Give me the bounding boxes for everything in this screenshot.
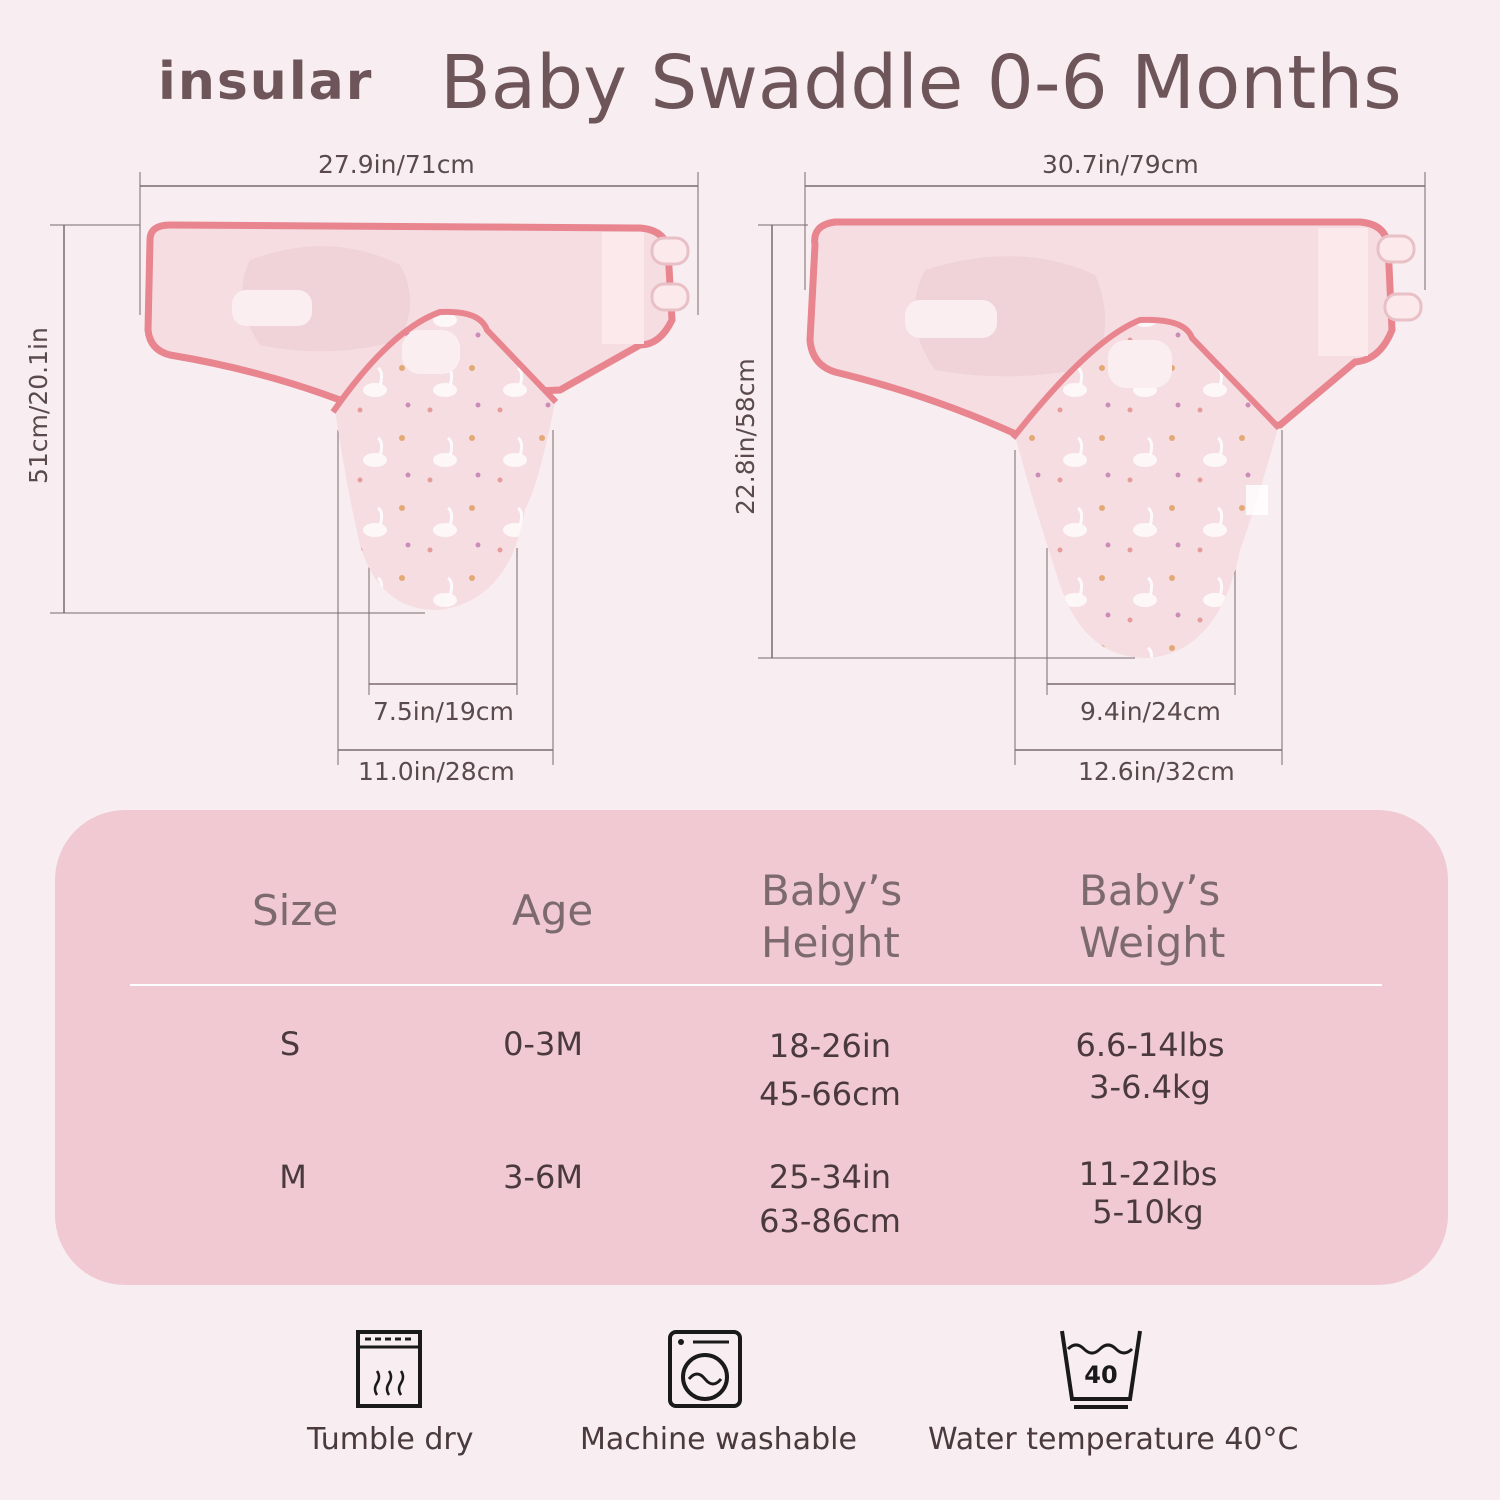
header-size: Size [252,886,339,935]
water-temperature-label: Water temperature 40°C [928,1422,1299,1457]
medium-height-label: 22.8in/58cm [731,358,760,515]
header-weight: Baby’s Weight [1079,865,1225,969]
size-diagram: 27.9in/71cm 51cm/20.1in 7.5in/19cm 11.0i… [24,150,1426,786]
header: insular Baby Swaddle 0-6 Months [0,40,1500,130]
small-bottom-inner-label: 7.5in/19cm [373,697,514,726]
header-weight-line1: Baby’s [1079,866,1221,915]
row-m-height: 25-34in 63-86cm [745,1155,915,1243]
small-width-label: 27.9in/71cm [318,150,475,179]
wash-temperature-value: 40 [1084,1361,1117,1389]
machine-washable-label: Machine washable [580,1422,857,1457]
header-height: Baby’s Height [761,865,902,969]
row-s-weight-kg: 3-6.4kg [1089,1068,1211,1106]
swaddle-medium [758,172,1426,765]
tumble-dry-label: Tumble dry [307,1422,474,1457]
swaddle-small [50,172,699,765]
row-m-weight: 11-22lbs 5-10kg [1058,1155,1238,1231]
care-instructions: Tumble dry Machine washable 40 Water tem… [0,1325,1500,1475]
header-weight-line2: Weight [1079,918,1226,967]
table-divider [130,984,1382,986]
washing-machine-icon [668,1330,742,1408]
row-m-height-cm: 63-86cm [759,1202,901,1240]
page-title: Baby Swaddle 0-6 Months [440,40,1402,126]
row-m-weight-kg: 5-10kg [1092,1193,1204,1231]
medium-width-label: 30.7in/79cm [1042,150,1199,179]
tumble-dry-icon [356,1330,422,1408]
small-bottom-outer-label: 11.0in/28cm [358,757,515,786]
row-m-weight-lbs: 11-22lbs [1078,1155,1218,1193]
row-s-weight-lbs: 6.6-14lbs [1075,1026,1225,1064]
swaddle-illustrations [50,172,1426,765]
row-s-height-cm: 45-66cm [759,1075,901,1113]
brand-logo: insular [158,52,374,112]
header-age: Age [512,886,594,935]
row-m-size: M [279,1158,307,1196]
header-height-line2: Height [761,918,900,967]
row-s-weight: 6.6-14lbs 3-6.4kg [1060,1024,1240,1108]
small-height-label: 51cm/20.1in [24,327,53,484]
medium-bottom-inner-label: 9.4in/24cm [1080,697,1221,726]
size-table: Size Age Baby’s Height Baby’s Weight S 0… [55,810,1448,1285]
row-s-height: 18-26in 45-66cm [745,1024,915,1116]
row-s-height-in: 18-26in [768,1027,892,1065]
row-m-age: 3-6M [503,1158,583,1196]
medium-bottom-outer-label: 12.6in/32cm [1078,757,1235,786]
row-m-height-in: 25-34in [768,1158,892,1196]
row-s-size: S [279,1025,301,1063]
wash-temperature-icon: 40 [1060,1330,1142,1409]
row-s-age: 0-3M [503,1025,583,1063]
header-height-line1: Baby’s [761,866,903,915]
